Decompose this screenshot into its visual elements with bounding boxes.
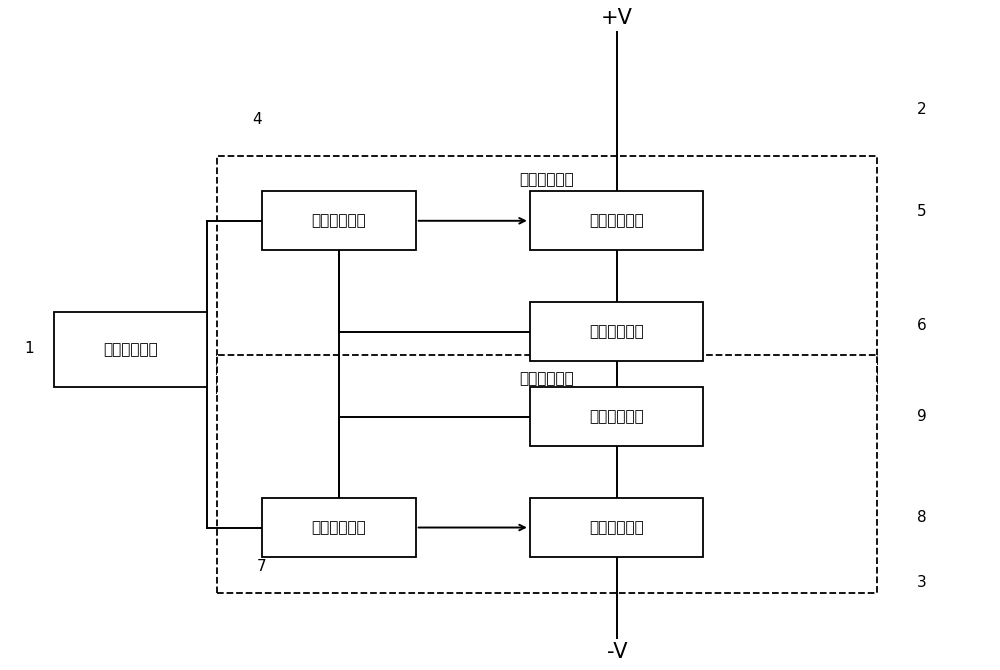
- Text: 8: 8: [917, 511, 926, 525]
- Text: +V: +V: [601, 8, 633, 28]
- Text: 下管偏置模块: 下管偏置模块: [311, 520, 366, 535]
- Text: 3: 3: [917, 576, 926, 590]
- Text: 下管音质模块: 下管音质模块: [589, 409, 644, 424]
- Text: 下管组合模块: 下管组合模块: [520, 371, 574, 386]
- Text: 上管组合模块: 上管组合模块: [520, 172, 574, 187]
- Bar: [530, 498, 703, 557]
- Text: 5: 5: [917, 204, 926, 218]
- Text: 2: 2: [917, 103, 926, 117]
- Text: 温度补偿模块: 温度补偿模块: [103, 342, 158, 357]
- Bar: [217, 354, 877, 593]
- Text: 6: 6: [917, 318, 926, 333]
- Bar: [262, 192, 416, 250]
- Text: 9: 9: [917, 409, 926, 424]
- Text: 1: 1: [24, 340, 34, 356]
- Bar: [262, 498, 416, 557]
- Bar: [530, 302, 703, 361]
- Bar: [530, 387, 703, 446]
- Text: 上管偏置模块: 上管偏置模块: [311, 213, 366, 228]
- Bar: [217, 155, 877, 394]
- Bar: [530, 192, 703, 250]
- Text: 上管音质模块: 上管音质模块: [589, 324, 644, 339]
- Text: 7: 7: [257, 559, 267, 574]
- Text: 4: 4: [252, 112, 262, 127]
- Text: 上管管耗模块: 上管管耗模块: [589, 213, 644, 228]
- Text: -V: -V: [607, 642, 627, 662]
- Bar: [54, 312, 207, 387]
- Text: 下管管耗模块: 下管管耗模块: [589, 520, 644, 535]
